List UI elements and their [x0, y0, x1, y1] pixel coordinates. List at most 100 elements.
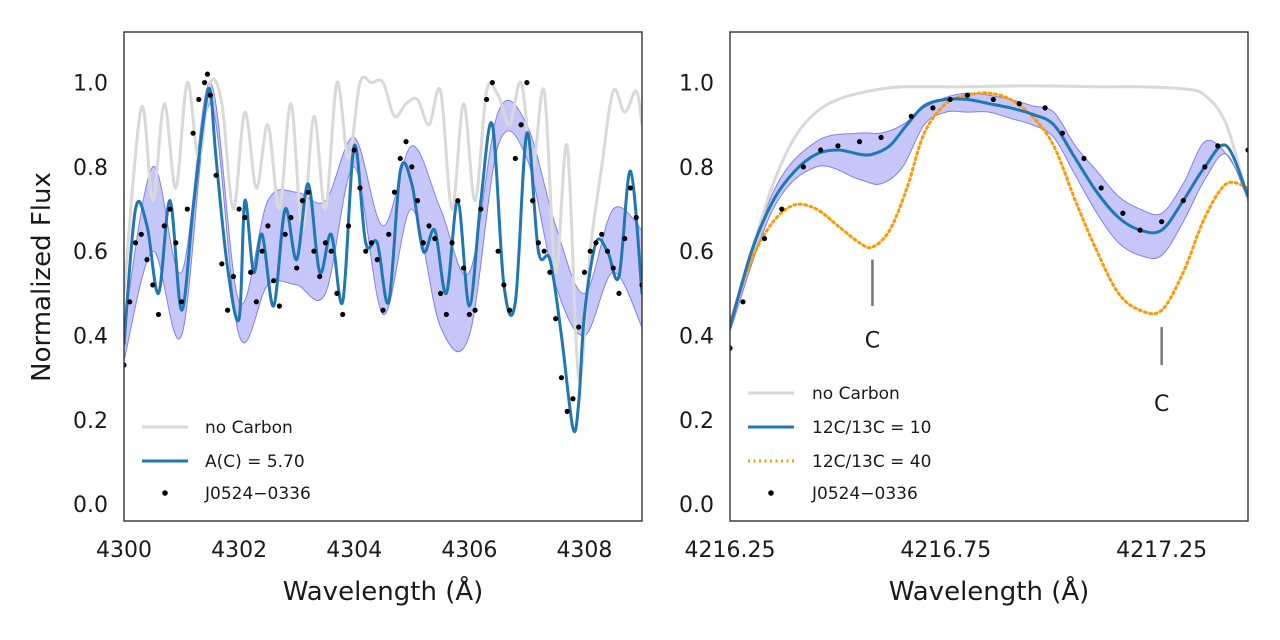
data-point	[305, 189, 311, 195]
data-point	[161, 223, 167, 229]
data-point	[484, 96, 490, 103]
data-point	[740, 299, 746, 305]
data-point	[426, 223, 432, 229]
x-tick-label: 4217.25	[1116, 538, 1207, 563]
data-point	[443, 311, 449, 318]
data-point	[219, 261, 225, 267]
data-point	[761, 235, 768, 242]
data-point	[908, 113, 914, 119]
data-point	[633, 214, 639, 221]
legend-swatch-data	[162, 490, 168, 496]
data-point	[178, 299, 185, 305]
data-point	[964, 92, 971, 98]
y-tick-label: 0.6	[73, 240, 108, 265]
data-point	[1098, 185, 1104, 191]
data-point	[581, 269, 588, 275]
right-tick-labels: 4216.25 4216.75 4217.25 0.0 0.2 0.4 0.6 0.8 1.0	[679, 72, 1207, 563]
data-point	[507, 307, 513, 313]
data-point	[1120, 210, 1126, 216]
data-point	[576, 324, 582, 330]
data-point	[599, 231, 605, 237]
data-point	[420, 240, 426, 246]
data-point	[1016, 101, 1022, 107]
data-point	[1159, 219, 1165, 225]
data-point	[351, 147, 357, 153]
y-tick-label: 0.4	[679, 325, 714, 350]
ratio-40-line	[730, 91, 1248, 325]
data-point	[818, 147, 824, 153]
data-point	[409, 164, 415, 170]
right-annotations: CC	[865, 259, 1169, 417]
data-point	[132, 240, 139, 246]
right-legend: no Carbon 12C/13C = 10 12C/13C = 40 J052…	[748, 384, 931, 504]
data-point	[201, 79, 208, 86]
left-x-axis-label: Wavelength (Å)	[283, 575, 484, 607]
y-tick-label: 0.8	[73, 156, 108, 181]
left-legend: no Carbon A(C) = 5.70 J0524−0336	[142, 418, 311, 504]
data-point	[604, 248, 611, 254]
data-point	[363, 248, 369, 254]
data-point	[271, 278, 277, 284]
data-point	[547, 269, 553, 275]
data-point	[622, 235, 628, 242]
x-tick-label: 4306	[441, 538, 497, 563]
data-point	[587, 248, 593, 254]
data-points	[730, 92, 1248, 351]
legend-swatch-data	[768, 490, 774, 496]
data-point	[414, 198, 421, 204]
data-point	[616, 290, 622, 296]
left-tick-labels: 4300 4302 4304 4306 4308 0.0 0.2 0.4 0.6 0.8 1.0	[73, 72, 612, 563]
data-point	[501, 282, 507, 288]
data-point	[374, 257, 380, 263]
legend-label-ratio-40: 12C/13C = 40	[812, 452, 931, 472]
right-x-axis-label: Wavelength (Å)	[889, 575, 1090, 607]
data-point	[541, 248, 547, 254]
data-point	[276, 303, 282, 309]
feature-annotation: C	[865, 259, 880, 354]
data-point	[489, 79, 495, 86]
data-point	[432, 235, 438, 242]
data-point	[535, 240, 542, 246]
data-point	[1137, 227, 1143, 233]
feature-annotation: C	[1154, 327, 1169, 417]
left-axes-frame	[123, 31, 643, 522]
data-point	[357, 185, 363, 191]
x-tick-label: 4308	[556, 538, 612, 563]
data-point	[322, 240, 329, 246]
y-tick-label: 1.0	[679, 72, 714, 97]
data-point	[138, 231, 144, 237]
data-point	[248, 269, 254, 275]
data-point	[288, 214, 294, 221]
annotation-label: C	[1154, 392, 1169, 417]
data-point	[368, 240, 375, 246]
data-point	[242, 214, 248, 221]
data-point	[380, 307, 386, 313]
data-point	[570, 396, 576, 402]
data-point	[878, 134, 884, 140]
data-point	[299, 198, 306, 204]
data-point	[391, 189, 398, 195]
data-point	[835, 143, 841, 149]
x-tick-label: 4216.75	[900, 538, 991, 563]
data-point	[478, 206, 484, 212]
no-carbon-line	[730, 84, 1248, 325]
data-point	[144, 257, 150, 263]
data-point	[230, 273, 236, 280]
data-point	[610, 265, 616, 271]
data-point	[1215, 143, 1221, 149]
data-point	[253, 299, 259, 305]
legend-label-no-carbon: no Carbon	[812, 384, 900, 404]
x-tick-label: 4302	[211, 538, 267, 563]
data-point	[317, 273, 323, 280]
legend-label-data: J0524−0336	[811, 484, 918, 504]
data-point	[334, 290, 340, 296]
data-point	[593, 240, 599, 246]
data-point	[397, 155, 403, 162]
x-tick-label: 4304	[326, 538, 382, 563]
right-panel: 4216.25 4216.75 4217.250.00.20.40.60.81.0 …	[679, 31, 1249, 607]
data-point	[386, 231, 392, 237]
data-point	[466, 311, 472, 318]
y-tick-label: 0.6	[679, 240, 714, 265]
data-point	[947, 96, 953, 103]
